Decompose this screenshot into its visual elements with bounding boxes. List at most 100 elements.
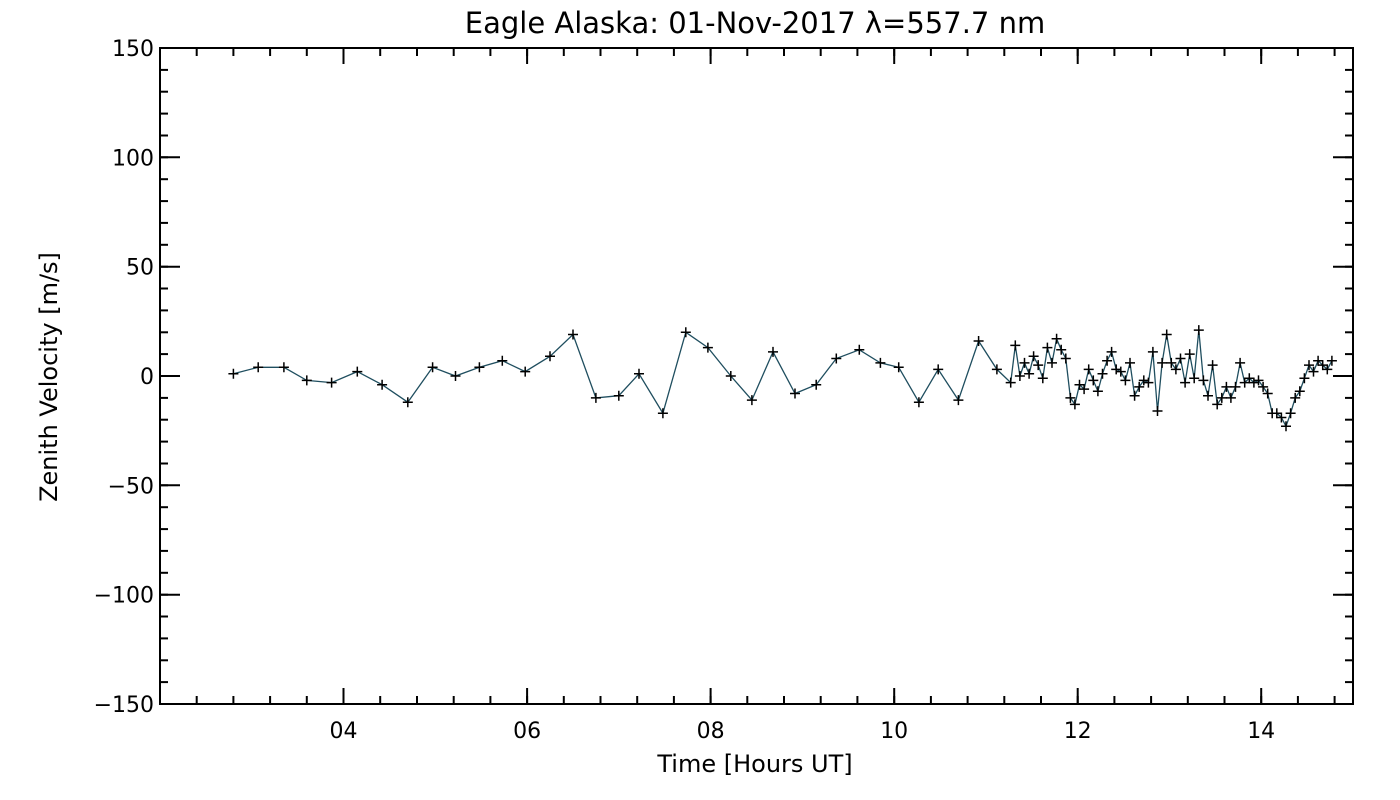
data-point-marker bbox=[831, 353, 842, 364]
data-point-marker bbox=[402, 397, 413, 408]
data-point-marker bbox=[1024, 368, 1035, 379]
data-point-marker bbox=[811, 379, 822, 390]
data-point-marker bbox=[1212, 399, 1223, 410]
data-point-marker bbox=[1216, 392, 1227, 403]
series-line bbox=[233, 330, 1333, 428]
x-tick-label: 06 bbox=[513, 719, 541, 744]
data-point-marker bbox=[1170, 364, 1181, 375]
data-point-marker bbox=[1225, 392, 1236, 403]
data-point-marker bbox=[1147, 346, 1158, 357]
data-point-marker bbox=[657, 408, 668, 419]
data-point-marker bbox=[1276, 412, 1287, 423]
x-tick-label: 14 bbox=[1247, 719, 1275, 744]
data-point-marker bbox=[1235, 357, 1246, 368]
data-point-marker bbox=[1005, 377, 1016, 388]
x-tick-label: 08 bbox=[697, 719, 725, 744]
data-point-marker bbox=[1313, 355, 1324, 366]
data-point-marker bbox=[1189, 373, 1200, 384]
data-point-marker bbox=[1079, 384, 1090, 395]
data-point-marker bbox=[1051, 333, 1062, 344]
data-point-marker bbox=[893, 362, 904, 373]
data-point-marker bbox=[590, 392, 601, 403]
y-tick-label: 150 bbox=[112, 37, 154, 62]
data-point-marker bbox=[1152, 406, 1163, 416]
data-point-marker bbox=[1198, 375, 1209, 386]
data-point-marker bbox=[1253, 375, 1264, 386]
y-tick-label: −50 bbox=[108, 474, 154, 499]
data-point-marker bbox=[1134, 381, 1145, 392]
data-point-marker bbox=[1138, 375, 1149, 386]
data-point-marker bbox=[1248, 377, 1259, 388]
data-point-marker bbox=[1203, 390, 1213, 401]
data-point-marker bbox=[1033, 360, 1044, 371]
data-point-marker bbox=[1326, 355, 1337, 366]
data-point-marker bbox=[933, 364, 944, 375]
x-tick-label: 12 bbox=[1064, 719, 1092, 744]
data-point-marker bbox=[1166, 357, 1177, 368]
data-point-marker bbox=[427, 362, 438, 373]
data-point-marker bbox=[1047, 357, 1057, 368]
data-point-marker bbox=[1322, 364, 1333, 375]
y-tick-label: 100 bbox=[112, 146, 154, 171]
x-tick-label: 04 bbox=[330, 719, 358, 744]
data-point-marker bbox=[1037, 373, 1048, 384]
data-point-marker bbox=[1180, 377, 1191, 388]
data-point-marker bbox=[1175, 353, 1186, 364]
data-markers bbox=[228, 325, 1337, 432]
series-lines bbox=[233, 330, 1333, 428]
data-point-marker bbox=[1097, 368, 1108, 379]
data-point-marker bbox=[973, 336, 984, 346]
data-point-marker bbox=[1299, 373, 1310, 384]
data-point-marker bbox=[228, 368, 239, 379]
data-point-marker bbox=[1115, 366, 1126, 377]
plot-frame bbox=[159, 47, 1354, 705]
data-point-marker bbox=[790, 388, 800, 399]
data-point-marker bbox=[1028, 351, 1039, 362]
y-tick-label: 50 bbox=[126, 256, 154, 281]
data-point-marker bbox=[1069, 399, 1080, 410]
data-point-marker bbox=[613, 390, 624, 401]
data-point-marker bbox=[1271, 408, 1282, 419]
data-point-marker bbox=[1230, 381, 1241, 392]
data-point-marker bbox=[1161, 329, 1172, 340]
data-point-marker bbox=[326, 377, 337, 388]
data-point-marker bbox=[1014, 371, 1025, 381]
data-point-marker bbox=[520, 366, 531, 377]
data-point-marker bbox=[1083, 364, 1094, 375]
data-point-marker bbox=[1060, 353, 1071, 364]
data-point-marker bbox=[1239, 377, 1250, 388]
data-point-marker bbox=[768, 346, 778, 357]
data-point-marker bbox=[1125, 357, 1135, 368]
data-point-marker bbox=[545, 351, 555, 362]
data-point-marker bbox=[352, 366, 363, 377]
data-point-marker bbox=[1019, 357, 1030, 368]
data-point-marker bbox=[854, 344, 865, 355]
data-point-marker bbox=[1262, 388, 1273, 399]
axis-ticks bbox=[160, 47, 1353, 705]
data-point-marker bbox=[1042, 342, 1053, 353]
data-point-marker bbox=[1129, 390, 1140, 401]
data-point-marker bbox=[1120, 375, 1131, 386]
data-point-marker bbox=[913, 397, 924, 408]
data-point-marker bbox=[1193, 325, 1204, 336]
data-point-marker bbox=[1092, 386, 1103, 397]
data-point-marker bbox=[1065, 392, 1076, 403]
data-point-marker bbox=[1308, 366, 1319, 377]
data-point-marker bbox=[702, 342, 713, 353]
data-point-marker bbox=[634, 368, 644, 379]
y-axis-label: Zenith Velocity [m/s] bbox=[35, 252, 63, 502]
data-point-marker bbox=[991, 364, 1002, 375]
data-point-marker bbox=[497, 355, 508, 366]
data-point-marker bbox=[1088, 375, 1099, 386]
chart-title: Eagle Alaska: 01-Nov-2017 λ=557.7 nm bbox=[465, 6, 1045, 40]
data-point-marker bbox=[1111, 364, 1122, 375]
data-point-marker bbox=[568, 329, 578, 340]
data-point-marker bbox=[1281, 421, 1291, 432]
data-point-marker bbox=[1157, 357, 1168, 368]
x-tick-label: 10 bbox=[880, 719, 908, 744]
y-tick-label: −100 bbox=[94, 584, 154, 609]
data-point-marker bbox=[1304, 360, 1314, 371]
data-point-marker bbox=[474, 362, 485, 373]
data-point-marker bbox=[1010, 340, 1021, 351]
data-point-marker bbox=[1106, 346, 1117, 357]
